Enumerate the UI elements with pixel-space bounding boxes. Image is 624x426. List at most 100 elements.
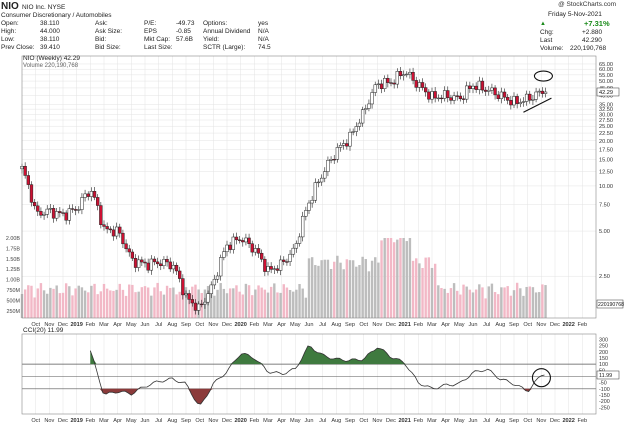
volume-bar	[437, 285, 440, 318]
candle-body	[108, 228, 112, 231]
candle-body	[471, 85, 475, 89]
volume-bar	[377, 262, 380, 318]
axes: OctOctNovNovDecDec20192019FebFebMarMarAp…	[6, 55, 624, 424]
y-tick-label: 17.50	[599, 147, 613, 153]
volume-bar	[109, 290, 112, 318]
volume-bar	[222, 288, 226, 318]
x-tick-label: Sep	[509, 418, 519, 424]
x-tick-label: Jul	[319, 418, 326, 424]
volume-bar	[210, 285, 213, 318]
volume-bar	[285, 287, 289, 318]
volume-bar	[484, 298, 487, 318]
y-tick-label: 15.00	[599, 158, 613, 164]
candle-body	[190, 299, 194, 304]
volume-bar	[361, 256, 364, 318]
x-tick-label: Apr	[441, 322, 450, 328]
stat-label: Open:	[1, 20, 19, 27]
x-tick-label: Jul	[155, 418, 162, 424]
candle-body	[439, 97, 444, 100]
y-tick-label: 7.50	[599, 203, 610, 209]
candle-body	[316, 181, 321, 184]
volume-bars	[20, 238, 547, 318]
volume-bar	[522, 295, 525, 318]
y-tick-label: 35.00	[599, 102, 613, 108]
stat-label: Annual Dividend	[203, 28, 251, 35]
candle-body	[427, 91, 431, 100]
candle-body	[490, 87, 494, 91]
volume-bar	[42, 290, 46, 318]
cci-tick-label: -100	[599, 387, 610, 393]
volume-bar	[39, 283, 43, 318]
cci-oversold-fill	[90, 388, 545, 404]
candle-body	[496, 94, 500, 99]
volume-bar	[153, 287, 156, 318]
candle-body	[237, 239, 242, 241]
candle-body	[354, 126, 358, 132]
volume-bar	[355, 266, 358, 318]
volume-bar	[46, 293, 49, 318]
volume-bar	[260, 287, 263, 318]
candle-body	[398, 71, 403, 77]
candle-body	[231, 236, 235, 250]
volume-bar	[36, 288, 39, 318]
cci-legend: CCI(20) 11.99	[23, 327, 64, 334]
volume-bar	[276, 292, 279, 318]
candle-body	[335, 147, 340, 160]
volume-bar	[115, 289, 118, 318]
candle-body	[203, 301, 207, 305]
candle-body	[449, 97, 453, 101]
volume-bar	[459, 294, 462, 318]
volume-bar	[408, 238, 412, 318]
x-tick-label: May	[454, 418, 465, 424]
candle-body	[253, 248, 258, 253]
x-tick-label: 2021	[398, 322, 410, 328]
volume-bar	[169, 287, 172, 318]
candle-body	[174, 264, 179, 272]
candle-body	[247, 237, 251, 244]
x-tick-label: Jun	[468, 322, 477, 328]
volume-bar	[399, 238, 402, 318]
x-tick-label: Oct	[359, 418, 368, 424]
volume-bar	[310, 257, 314, 318]
candle-body	[310, 199, 314, 204]
stat-value: 44.000	[40, 28, 60, 35]
candle-body	[461, 98, 466, 100]
candle-body	[152, 258, 157, 263]
up-arrow-icon: ▲	[540, 21, 546, 27]
candle-body	[468, 85, 472, 89]
volume-axis-label: 1.25B	[6, 267, 20, 273]
volume-bar	[165, 285, 169, 318]
candle-body	[99, 205, 103, 225]
stat-label: Prev Close:	[1, 44, 35, 51]
x-tick-label: Nov	[208, 322, 218, 328]
y-tick-label: 20.00	[599, 139, 613, 145]
candle-body	[215, 275, 220, 280]
volume-bar	[497, 294, 500, 318]
volume-bar	[244, 283, 248, 318]
volume-legend: Volume 220,190,768	[23, 63, 79, 69]
y-tick-label: 22.50	[599, 131, 613, 137]
candle-body	[206, 293, 210, 303]
x-tick-label: Sep	[345, 322, 355, 328]
volume-bar	[440, 287, 443, 318]
y-tick-label: 10.00	[599, 184, 613, 190]
x-tick-label: Jun	[468, 418, 477, 424]
candle-body	[433, 91, 437, 99]
volume-axis-label: 250M	[7, 309, 21, 315]
stat-label: SCTR (Large):	[203, 44, 246, 51]
volume-bar	[121, 289, 125, 318]
candle-body	[184, 293, 188, 296]
volume-bar	[317, 265, 320, 318]
candle-body	[414, 80, 418, 88]
candle-body	[200, 303, 204, 306]
candle-body	[537, 90, 541, 93]
x-tick-label: Jul	[483, 322, 490, 328]
volume-bar	[263, 289, 267, 318]
volume-bar	[339, 262, 342, 318]
volume-bar	[515, 282, 519, 318]
candle-body	[102, 224, 106, 227]
candle-body	[193, 302, 198, 311]
x-tick-label: Jul	[319, 322, 326, 328]
candle-body	[222, 251, 226, 258]
x-tick-label: 2022	[562, 322, 574, 328]
